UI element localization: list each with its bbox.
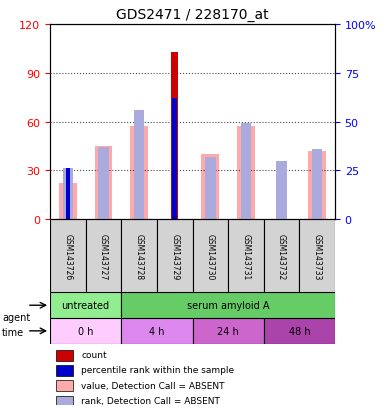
Bar	[98, 147, 109, 220]
FancyBboxPatch shape	[300, 220, 335, 293]
Text: GSM143729: GSM143729	[170, 233, 179, 279]
Bar	[276, 161, 287, 220]
FancyBboxPatch shape	[264, 318, 335, 344]
Text: percentile rank within the sample: percentile rank within the sample	[81, 366, 234, 375]
FancyBboxPatch shape	[192, 220, 228, 293]
FancyBboxPatch shape	[85, 220, 121, 293]
Text: GSM143732: GSM143732	[277, 233, 286, 279]
FancyBboxPatch shape	[50, 318, 121, 344]
Bar	[59, 184, 77, 220]
FancyBboxPatch shape	[192, 318, 264, 344]
Text: GSM143733: GSM143733	[313, 233, 321, 279]
Bar	[201, 155, 219, 220]
Text: 24 h: 24 h	[217, 326, 239, 336]
Text: rank, Detection Call = ABSENT: rank, Detection Call = ABSENT	[81, 396, 220, 405]
Text: 4 h: 4 h	[149, 326, 165, 336]
Bar	[205, 157, 216, 220]
Text: value, Detection Call = ABSENT: value, Detection Call = ABSENT	[81, 381, 225, 390]
Text: GSM143726: GSM143726	[64, 233, 72, 279]
Text: GSM143728: GSM143728	[135, 233, 144, 279]
Bar	[241, 124, 251, 220]
FancyBboxPatch shape	[264, 220, 300, 293]
Text: GSM143727: GSM143727	[99, 233, 108, 279]
FancyBboxPatch shape	[157, 220, 192, 293]
Bar	[134, 111, 144, 220]
FancyBboxPatch shape	[50, 293, 121, 318]
Text: 0 h: 0 h	[78, 326, 94, 336]
Bar	[171, 52, 178, 220]
Bar	[56, 350, 73, 361]
FancyBboxPatch shape	[121, 293, 335, 318]
Bar	[130, 127, 148, 220]
FancyBboxPatch shape	[121, 318, 192, 344]
Bar	[308, 152, 326, 220]
Text: GSM143730: GSM143730	[206, 233, 215, 279]
Bar	[237, 127, 255, 220]
FancyBboxPatch shape	[228, 220, 264, 293]
Bar	[56, 396, 73, 406]
Bar	[56, 380, 73, 392]
FancyBboxPatch shape	[50, 220, 85, 293]
Bar	[65, 169, 70, 220]
Text: untreated: untreated	[62, 301, 110, 311]
Bar	[95, 147, 112, 220]
Text: GSM143731: GSM143731	[241, 233, 250, 279]
Text: agent: agent	[2, 312, 30, 322]
Text: 48 h: 48 h	[288, 326, 310, 336]
FancyBboxPatch shape	[121, 220, 157, 293]
Title: GDS2471 / 228170_at: GDS2471 / 228170_at	[116, 8, 269, 22]
Bar	[62, 169, 73, 220]
Text: serum amyloid A: serum amyloid A	[187, 301, 270, 311]
Bar	[172, 99, 177, 220]
Bar	[56, 365, 73, 376]
Text: count: count	[81, 350, 107, 359]
Bar	[312, 150, 323, 220]
Text: time: time	[2, 327, 24, 337]
